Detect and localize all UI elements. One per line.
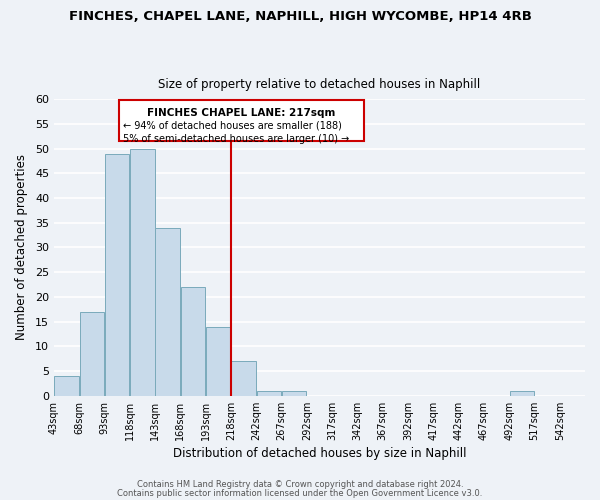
Bar xyxy=(232,361,256,396)
Bar xyxy=(181,287,205,396)
X-axis label: Distribution of detached houses by size in Naphill: Distribution of detached houses by size … xyxy=(173,447,466,460)
FancyBboxPatch shape xyxy=(119,100,364,141)
Title: Size of property relative to detached houses in Naphill: Size of property relative to detached ho… xyxy=(158,78,481,91)
Bar xyxy=(80,312,104,396)
Bar xyxy=(105,154,130,396)
Y-axis label: Number of detached properties: Number of detached properties xyxy=(15,154,28,340)
Text: ← 94% of detached houses are smaller (188): ← 94% of detached houses are smaller (18… xyxy=(123,121,341,131)
Bar xyxy=(257,391,281,396)
Bar xyxy=(130,148,155,396)
Text: Contains HM Land Registry data © Crown copyright and database right 2024.: Contains HM Land Registry data © Crown c… xyxy=(137,480,463,489)
Text: 5% of semi-detached houses are larger (10) →: 5% of semi-detached houses are larger (1… xyxy=(123,134,349,143)
Text: Contains public sector information licensed under the Open Government Licence v3: Contains public sector information licen… xyxy=(118,488,482,498)
Text: FINCHES, CHAPEL LANE, NAPHILL, HIGH WYCOMBE, HP14 4RB: FINCHES, CHAPEL LANE, NAPHILL, HIGH WYCO… xyxy=(68,10,532,23)
Bar xyxy=(206,326,230,396)
Bar xyxy=(55,376,79,396)
Bar xyxy=(509,391,534,396)
Bar xyxy=(282,391,307,396)
Bar xyxy=(155,228,180,396)
Text: FINCHES CHAPEL LANE: 217sqm: FINCHES CHAPEL LANE: 217sqm xyxy=(148,108,336,118)
